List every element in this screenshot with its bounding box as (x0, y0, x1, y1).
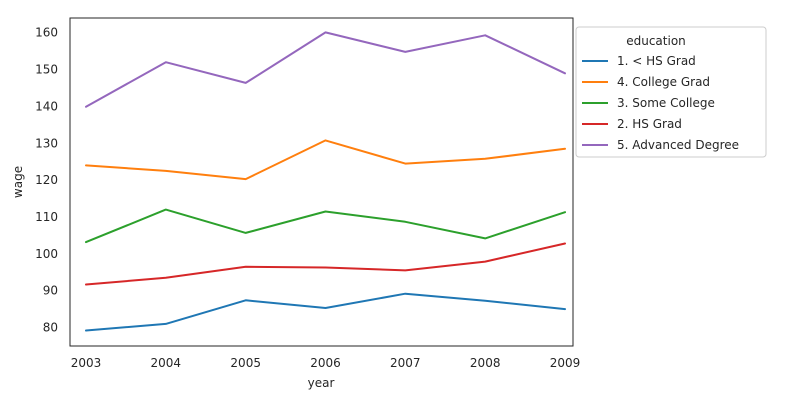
y-tick-label: 100 (35, 247, 58, 261)
legend-entry-label: 5. Advanced Degree (617, 138, 739, 152)
legend-title: education (626, 34, 686, 48)
legend-entries: 1. < HS Grad 4. College Grad 3. Some Colle… (582, 54, 739, 152)
series-line-4 (85, 242, 566, 286)
y-tick-label: 160 (35, 26, 58, 40)
x-tick-label: 2006 (310, 356, 341, 370)
legend-entry-label: 2. HS Grad (617, 117, 682, 131)
y-tick-label: 140 (35, 99, 58, 113)
x-tick-label: 2004 (151, 356, 182, 370)
legend-entry-label: 1. < HS Grad (617, 54, 696, 68)
y-tick-label: 150 (35, 63, 58, 77)
y-axis-ticks: 80 90 100 110 120 130 140 150 160 (35, 26, 58, 335)
series-line-5 (85, 31, 566, 108)
legend: education 1. < HS Grad 4. College Grad 3. … (575, 26, 767, 158)
x-tick-label: 2003 (71, 356, 102, 370)
plot-frame (69, 17, 574, 347)
x-tick-label: 2007 (390, 356, 421, 370)
y-axis-label: wage (11, 166, 25, 198)
plot-marks (85, 31, 566, 332)
legend-entry-label: 3. Some College (617, 96, 715, 110)
y-tick-label: 130 (35, 136, 58, 150)
x-tick-label: 2005 (230, 356, 261, 370)
x-tick-label: 2009 (550, 356, 581, 370)
x-tick-label: 2008 (470, 356, 501, 370)
y-tick-label: 120 (35, 173, 58, 187)
series-line-2 (85, 139, 566, 181)
y-tick-label: 90 (43, 284, 58, 298)
series-line-3 (85, 208, 566, 244)
x-axis-ticks: 2003 2004 2005 2006 2007 2008 2009 (71, 356, 581, 370)
legend-entry-label: 4. College Grad (617, 75, 710, 89)
legend-frame (575, 26, 767, 158)
y-tick-label: 80 (43, 321, 58, 335)
y-tick-label: 110 (35, 210, 58, 224)
x-axis-label: year (308, 376, 335, 390)
series-line-1 (85, 292, 566, 332)
